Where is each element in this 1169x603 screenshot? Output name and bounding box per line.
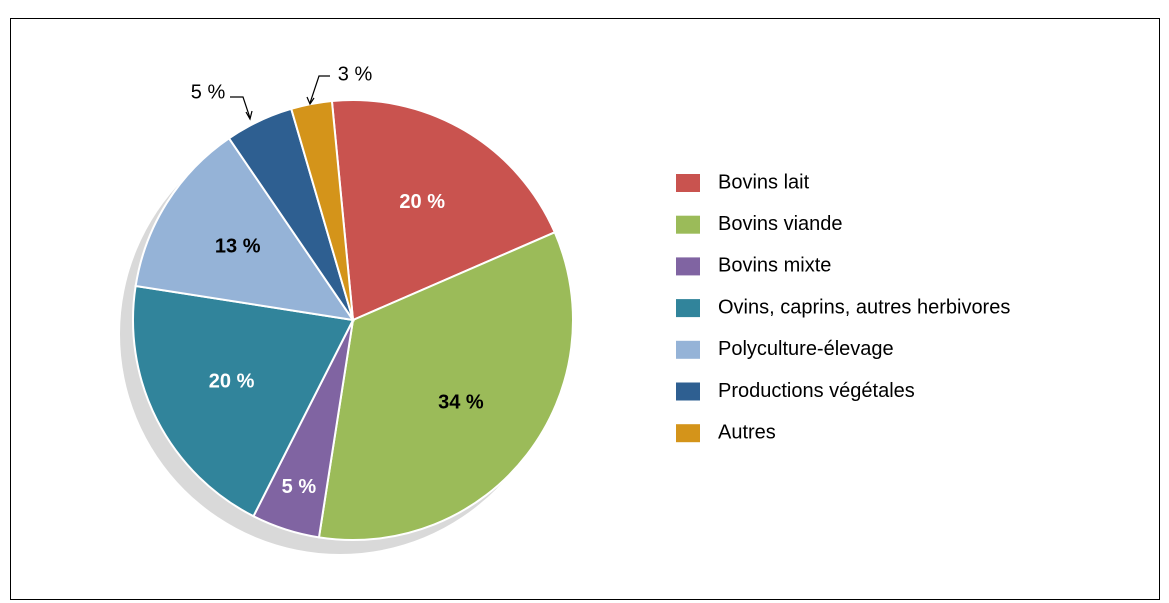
legend-label: Productions végétales (718, 380, 915, 402)
legend-label: Polyculture-élevage (718, 338, 894, 360)
legend-swatch (676, 340, 700, 359)
leader-arrow (309, 75, 330, 104)
data-label: 5 % (191, 81, 226, 103)
data-label: 5 % (282, 476, 317, 498)
pie-slice (317, 230, 574, 541)
pie-slice (132, 284, 355, 518)
data-label: 20 % (399, 191, 445, 213)
data-label: 34 % (438, 392, 484, 414)
legend-swatch (676, 215, 700, 234)
pie-slice (330, 99, 557, 322)
arrow-head (245, 110, 253, 121)
pie-slice (290, 99, 354, 321)
legend-swatch (676, 382, 700, 401)
legend-label: Bovins lait (718, 171, 810, 193)
data-label: 20 % (209, 370, 255, 392)
arrow-head (306, 96, 315, 106)
legend-swatch (676, 257, 700, 276)
legend-swatch (676, 299, 700, 318)
leader-arrow (230, 96, 251, 119)
legend-label: Ovins, caprins, autres herbivores (718, 296, 1010, 318)
data-label: 13 % (215, 235, 261, 257)
pie-slice (134, 136, 356, 322)
legend-label: Autres (718, 421, 776, 443)
legend-swatch (676, 174, 700, 192)
legend-swatch (676, 424, 700, 443)
data-label: 3 % (338, 63, 373, 85)
legend-label: Bovins mixte (718, 255, 831, 277)
legend-label: Bovins viande (718, 213, 843, 235)
